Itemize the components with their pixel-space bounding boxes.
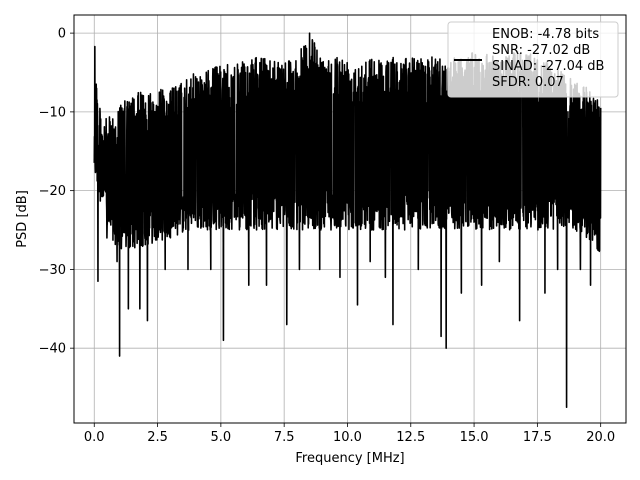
plot-area xyxy=(93,32,602,409)
y-tick-label: 0 xyxy=(58,27,66,42)
legend-box xyxy=(447,21,619,98)
y-tick-label: −40 xyxy=(39,342,66,357)
x-tick-label: 12.5 xyxy=(396,430,425,445)
legend-snr: SNR: -27.02 dB xyxy=(492,43,590,58)
x-axis-ticks: 0.0 2.5 5.0 7.5 10.0 12.5 15.0 17.5 20.0 xyxy=(84,423,615,445)
x-tick-label: 7.5 xyxy=(274,430,295,445)
y-tick-label: −10 xyxy=(39,105,66,120)
x-tick-label: 10.0 xyxy=(333,430,362,445)
x-tick-label: 20.0 xyxy=(586,430,615,445)
y-tick-label: −20 xyxy=(39,184,66,199)
legend: ENOB: -4.78 bits SNR: -27.02 dB SINAD: -… xyxy=(447,21,619,98)
x-tick-label: 0.0 xyxy=(84,430,105,445)
x-axis-label: Frequency [MHz] xyxy=(295,451,404,466)
axes-frame xyxy=(73,14,627,424)
legend-enob: ENOB: -4.78 bits xyxy=(492,27,599,42)
y-tick-label: −30 xyxy=(39,263,66,278)
x-tick-label: 5.0 xyxy=(211,430,232,445)
x-tick-label: 15.0 xyxy=(460,430,489,445)
y-axis-ticks: 0 −10 −20 −30 −40 xyxy=(39,27,74,357)
psd-series-line xyxy=(93,32,602,409)
x-tick-label: 2.5 xyxy=(147,430,168,445)
legend-sinad: SINAD: -27.04 dB xyxy=(492,59,604,74)
y-axis-label: PSD [dB] xyxy=(15,190,30,248)
legend-sfdr: SFDR: 0.07 xyxy=(492,75,564,90)
x-tick-label: 17.5 xyxy=(523,430,552,445)
